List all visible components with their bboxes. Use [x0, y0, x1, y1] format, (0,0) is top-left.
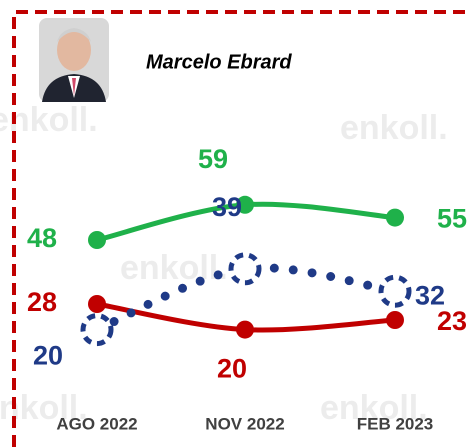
marker — [231, 255, 259, 283]
data-label: 39 — [212, 192, 242, 222]
marker — [386, 311, 404, 329]
data-label: 28 — [27, 287, 57, 317]
data-label: 32 — [415, 280, 445, 310]
data-label: 20 — [217, 354, 247, 384]
data-label: 20 — [33, 341, 63, 371]
data-label: 59 — [198, 144, 228, 174]
marker — [236, 321, 254, 339]
portrait — [39, 18, 109, 102]
marker — [83, 316, 111, 344]
watermark: enkoll. — [340, 109, 448, 147]
marker — [88, 295, 106, 313]
x-tick-label: AGO 2022 — [56, 414, 137, 433]
data-label: 48 — [27, 223, 57, 253]
data-label: 23 — [437, 306, 467, 336]
marker — [88, 231, 106, 249]
marker — [386, 209, 404, 227]
marker — [381, 277, 409, 305]
chart-title: Marcelo Ebrard — [146, 51, 292, 73]
watermark: enkoll. — [120, 249, 228, 287]
data-label: 55 — [437, 204, 467, 234]
x-tick-label: NOV 2022 — [205, 414, 284, 433]
x-tick-label: FEB 2023 — [357, 414, 434, 433]
chart: enkoll. enkoll. enkoll. enkoll. enkoll. … — [0, 0, 470, 447]
